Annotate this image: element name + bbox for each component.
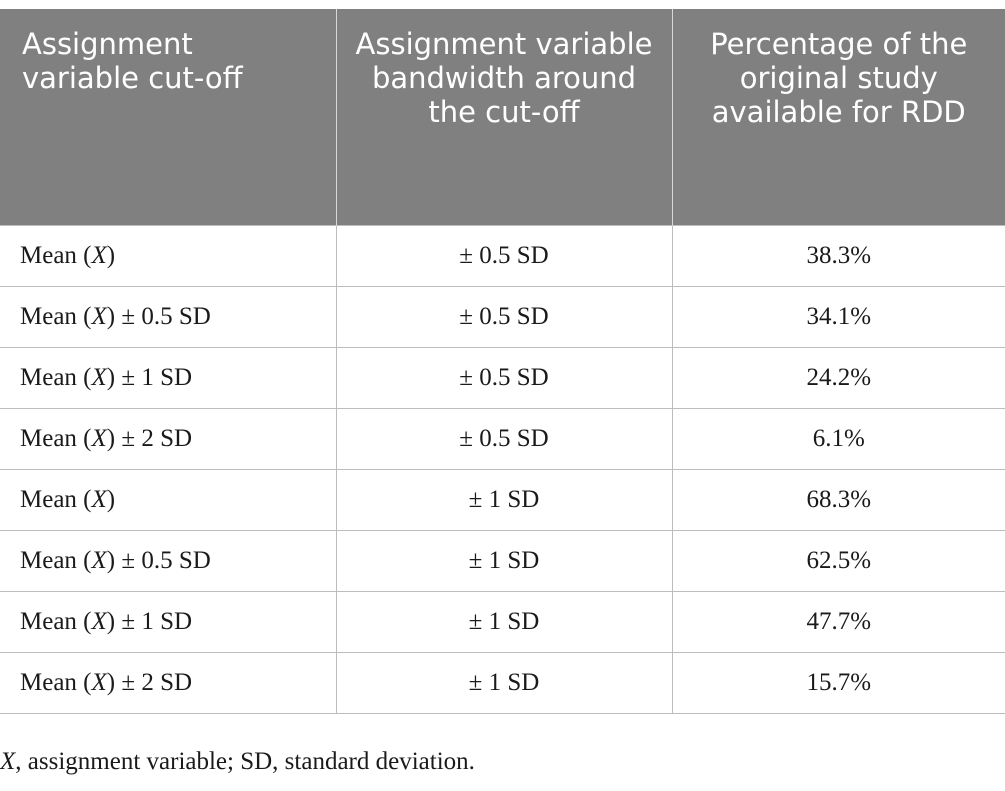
cell-percentage: 68.3% [671,468,1005,530]
cell-bandwidth: ± 1 SD [335,651,672,714]
data-table: Assignment variable cut-off Assignment v… [0,9,1005,714]
cutoff-suffix: ) ± 2 SD [106,668,193,696]
cutoff-prefix: Mean ( [20,424,92,452]
footnote-text: , assignment variable; SD, standard devi… [15,748,475,775]
table-row: Mean (X) ± 2 SD ± 1 SD 15.7% [0,651,1005,714]
cell-cutoff: Mean (X) [0,224,336,286]
cutoff-suffix: ) ± 1 SD [106,607,193,635]
cell-bandwidth: ± 0.5 SD [335,285,672,347]
table-body: Mean (X) ± 0.5 SD 38.3% Mean (X) ± 0.5 SD ± … [0,224,1005,714]
cutoff-suffix: ) ± 0.5 SD [106,546,211,574]
cutoff-prefix: Mean ( [20,668,92,696]
cutoff-prefix: Mean ( [20,241,92,269]
header-bandwidth: Assignment variable bandwidth around the… [335,9,672,225]
table-header: Assignment variable cut-off Assignment v… [0,9,1005,225]
cell-cutoff: Mean (X) [0,468,336,530]
header-percentage: Percentage of the original study availab… [671,9,1005,225]
cutoff-prefix: Mean ( [20,607,92,635]
cutoff-variable: X [91,485,107,513]
cutoff-variable: X [91,546,107,574]
cutoff-variable: X [91,607,107,635]
cell-percentage: 38.3% [671,224,1005,286]
footnote-variable: X [0,748,16,775]
cell-percentage: 6.1% [671,407,1005,469]
cutoff-variable: X [91,363,107,391]
cell-percentage: 47.7% [671,590,1005,652]
cell-cutoff: Mean (X) ± 0.5 SD [0,529,336,591]
cutoff-variable: X [91,241,107,269]
table-row: Mean (X) ± 2 SD ± 0.5 SD 6.1% [0,407,1005,469]
table-row: Mean (X) ± 0.5 SD ± 0.5 SD 34.1% [0,285,1005,347]
cell-cutoff: Mean (X) ± 2 SD [0,407,336,469]
table-footnote: X, assignment variable; SD, standard dev… [0,748,475,776]
header-row: Assignment variable cut-off Assignment v… [0,9,1005,225]
cell-bandwidth: ± 0.5 SD [335,224,672,286]
cell-percentage: 34.1% [671,285,1005,347]
cell-percentage: 62.5% [671,529,1005,591]
cutoff-variable: X [91,302,107,330]
cutoff-variable: X [91,424,107,452]
cell-bandwidth: ± 1 SD [335,590,672,652]
cutoff-prefix: Mean ( [20,546,92,574]
cell-cutoff: Mean (X) ± 1 SD [0,346,336,408]
cell-percentage: 24.2% [671,346,1005,408]
cutoff-suffix: ) ± 2 SD [106,424,193,452]
cutoff-variable: X [91,668,107,696]
cutoff-prefix: Mean ( [20,302,92,330]
cutoff-prefix: Mean ( [20,363,92,391]
table-row: Mean (X) ± 0.5 SD ± 1 SD 62.5% [0,529,1005,591]
header-cutoff: Assignment variable cut-off [0,9,336,225]
table-row: Mean (X) ± 0.5 SD 38.3% [0,224,1005,286]
cell-bandwidth: ± 0.5 SD [335,346,672,408]
cutoff-suffix: ) [106,241,116,269]
cell-cutoff: Mean (X) ± 1 SD [0,590,336,652]
cell-bandwidth: ± 0.5 SD [335,407,672,469]
table-row: Mean (X) ± 1 SD ± 0.5 SD 24.2% [0,346,1005,408]
cell-cutoff: Mean (X) ± 2 SD [0,651,336,714]
cell-bandwidth: ± 1 SD [335,529,672,591]
cutoff-suffix: ) ± 0.5 SD [106,302,211,330]
table-row: Mean (X) ± 1 SD 68.3% [0,468,1005,530]
table-row: Mean (X) ± 1 SD ± 1 SD 47.7% [0,590,1005,652]
cell-cutoff: Mean (X) ± 0.5 SD [0,285,336,347]
data-table-container: Assignment variable cut-off Assignment v… [0,9,1005,714]
cutoff-suffix: ) [106,485,116,513]
cutoff-suffix: ) ± 1 SD [106,363,193,391]
cell-percentage: 15.7% [671,651,1005,714]
cutoff-prefix: Mean ( [20,485,92,513]
cell-bandwidth: ± 1 SD [335,468,672,530]
